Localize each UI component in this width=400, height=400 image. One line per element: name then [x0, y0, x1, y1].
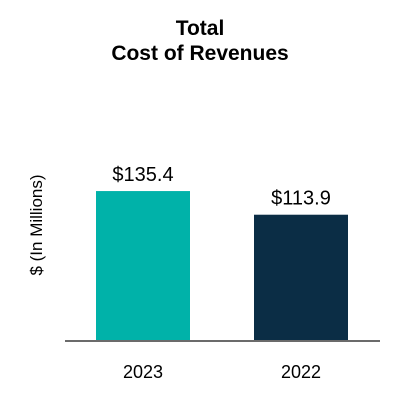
chart-title: Total Cost of Revenues — [0, 16, 400, 66]
chart-title-line-2: Cost of Revenues — [111, 42, 289, 65]
bar-2022 — [254, 214, 348, 340]
y-axis-label: $ (In Millions) — [27, 174, 46, 275]
x-tick-label-2023: 2023 — [123, 362, 163, 382]
bar-2023 — [96, 191, 190, 340]
x-tick-label-2022: 2022 — [281, 362, 321, 382]
value-label-2022: $113.9 — [271, 188, 331, 210]
bars-group — [96, 191, 348, 340]
x-tick-labels-group: 2023 2022 — [123, 362, 321, 382]
value-label-2023: $135.4 — [112, 164, 173, 186]
value-labels-group: $135.4 $113.9 — [112, 164, 330, 210]
chart-title-line-1: Total — [175, 17, 225, 40]
